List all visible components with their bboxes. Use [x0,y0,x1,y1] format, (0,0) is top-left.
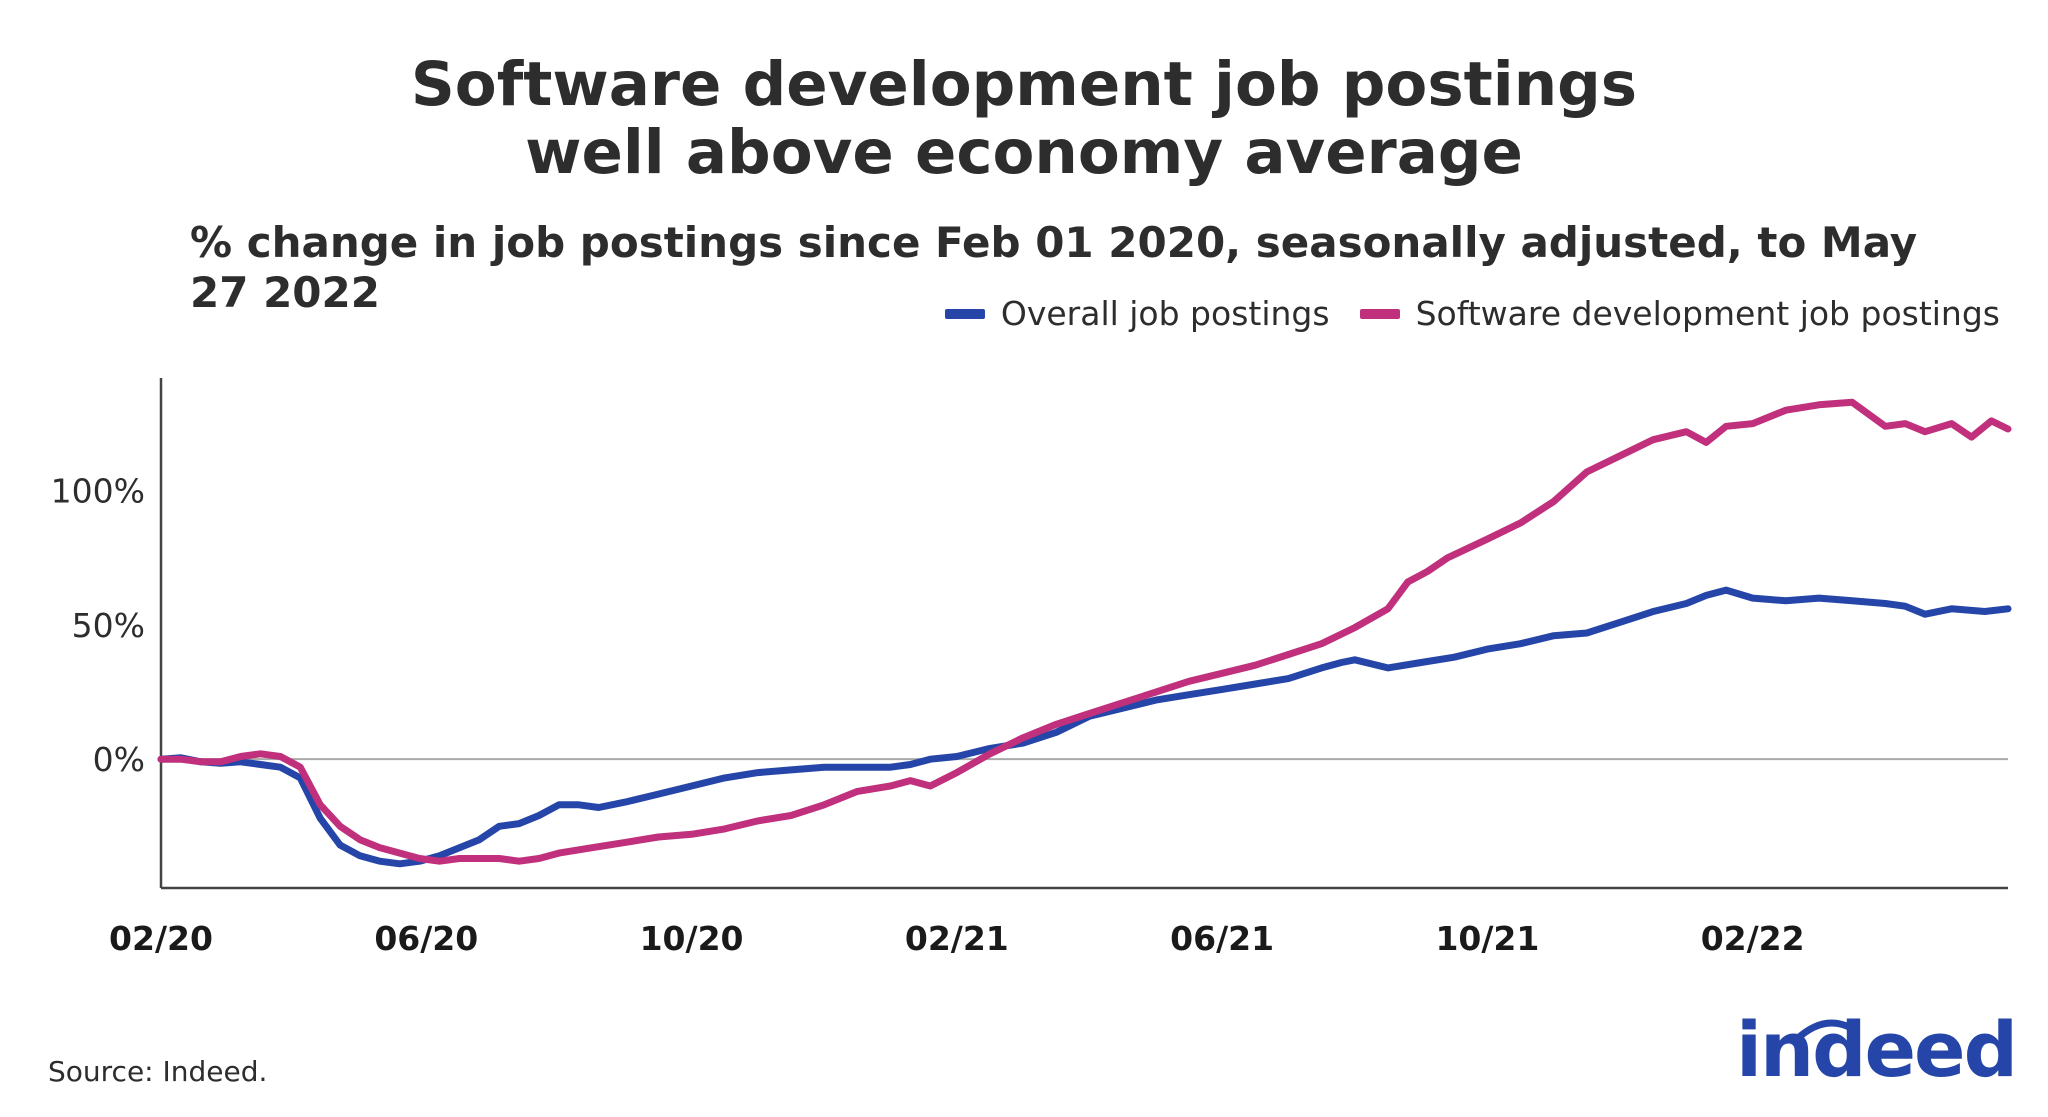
source-note: Source: Indeed. [48,1055,268,1088]
y-tick-label: 0% [93,740,145,779]
x-tick-label: 10/20 [640,919,744,958]
chart-subtitle: % change in job postings since Feb 01 20… [190,218,1918,317]
legend-item-overall: Overall job postings [944,294,1330,333]
x-tick-label: 02/20 [109,919,213,958]
legend-swatch-software [1359,308,1400,319]
y-tick-label: 50% [72,606,145,645]
legend-swatch-overall [944,308,985,319]
x-tick-label: 02/22 [1701,919,1805,958]
x-tick-label: 02/21 [905,919,1009,958]
legend-label-overall: Overall job postings [1000,294,1330,333]
legend-item-software: Software development job postings [1359,294,2000,333]
series-line-software [157,398,2012,865]
x-tick-label: 06/20 [374,919,478,958]
legend-label-software: Software development job postings [1415,294,2000,333]
legend: Overall job postings Software developmen… [915,294,2000,333]
y-tick-label: 100% [51,472,145,511]
indeed-logo-arc [1793,1019,1853,1043]
chart-title-line-2: well above economy average [525,117,1523,188]
series-line-overall [157,586,2012,868]
chart-title-line-1: Software development job postings [410,49,1638,120]
x-tick-label: 10/21 [1435,919,1539,958]
indeed-logo: indeed [1735,1005,2018,1094]
x-tick-label: 06/21 [1170,919,1274,958]
